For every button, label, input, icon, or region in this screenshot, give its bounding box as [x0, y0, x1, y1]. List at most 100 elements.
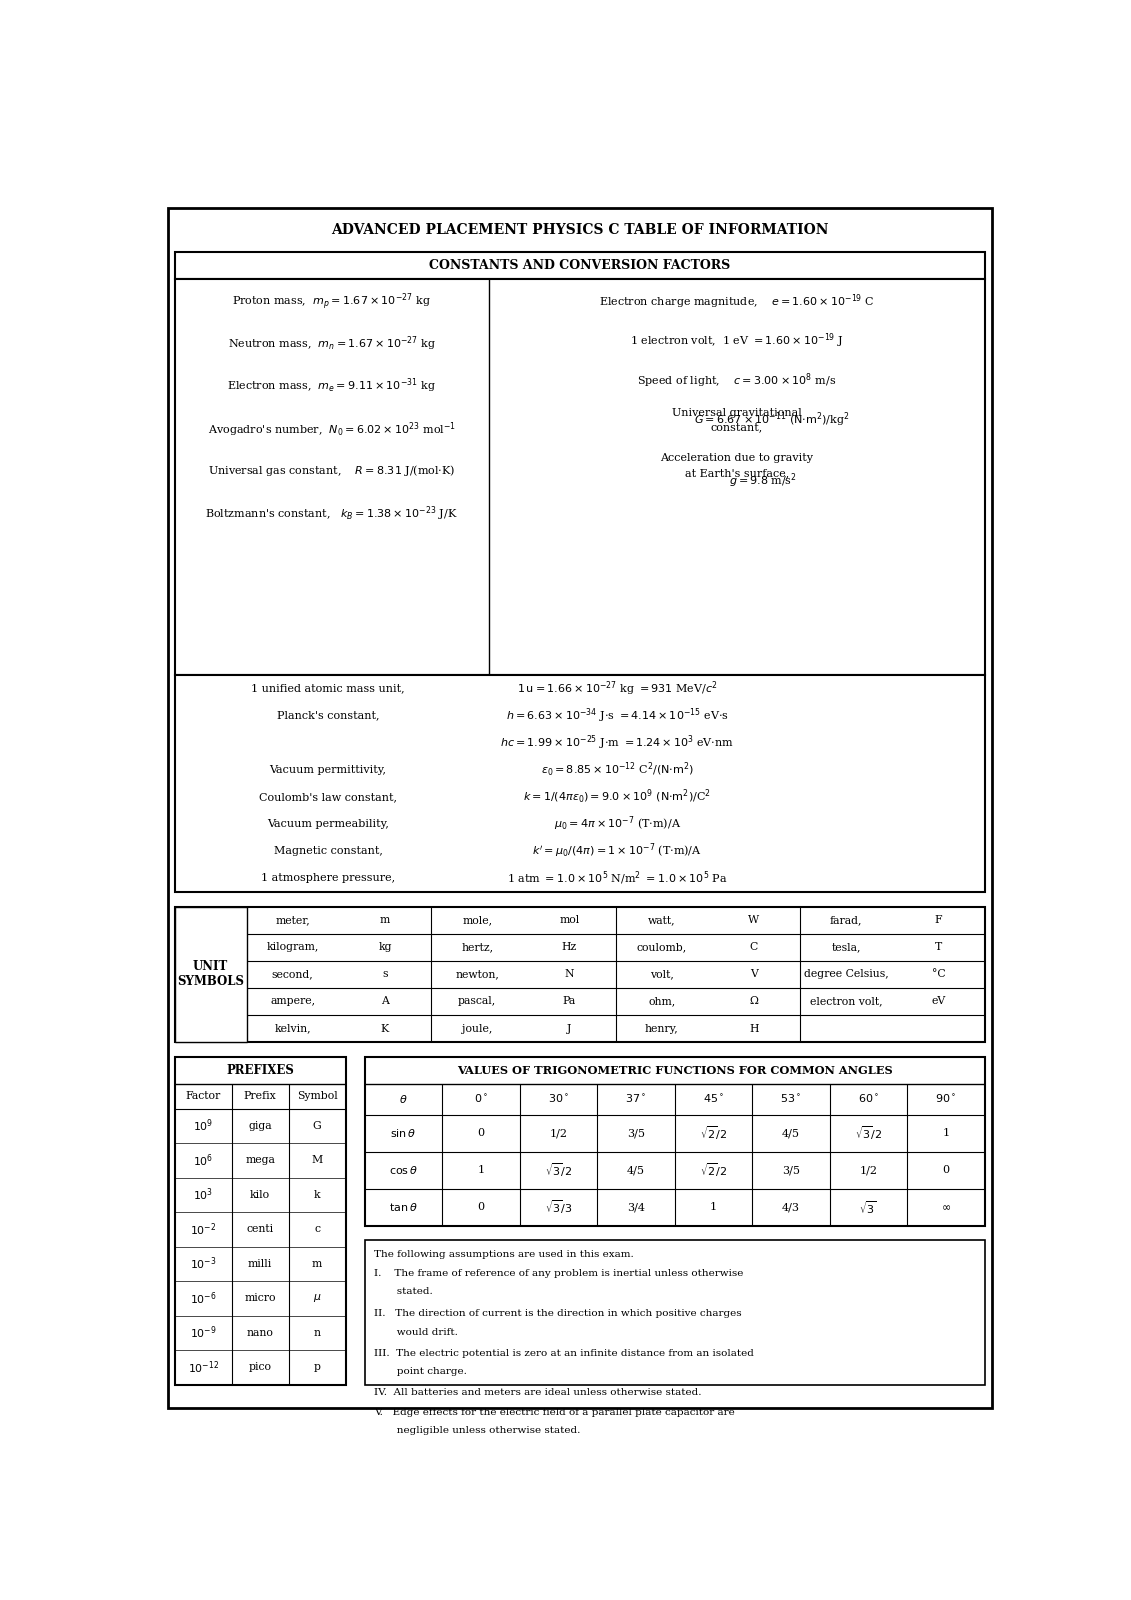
Text: Pa: Pa [563, 997, 576, 1006]
Bar [174, 907, 985, 1042]
Text: degree Celsius,: degree Celsius, [804, 970, 889, 979]
Bar [365, 1240, 985, 1384]
Text: newton,: newton, [456, 970, 499, 979]
Text: joule,: joule, [461, 1024, 492, 1034]
Text: micro: micro [244, 1293, 276, 1304]
Text: $53^\circ$: $53^\circ$ [780, 1093, 802, 1106]
Text: F: F [934, 915, 942, 925]
Bar [174, 280, 985, 675]
Text: 1 atmosphere pressure,: 1 atmosphere pressure, [261, 874, 395, 883]
Text: negligible unless otherwise stated.: negligible unless otherwise stated. [373, 1427, 580, 1435]
Text: $\sqrt{3}/3$: $\sqrt{3}/3$ [545, 1198, 572, 1216]
Text: $10^{9}$: $10^{9}$ [193, 1117, 214, 1134]
Text: kelvin,: kelvin, [275, 1024, 311, 1034]
Text: $\sqrt{3}/2$: $\sqrt{3}/2$ [545, 1162, 572, 1179]
Text: electron volt,: electron volt, [810, 997, 882, 1006]
Text: $h = 6.63 \times 10^{-34}$ J$\cdot$s $= 4.14 \times 10^{-15}$ eV$\cdot$s: $h = 6.63 \times 10^{-34}$ J$\cdot$s $= … [506, 706, 728, 725]
Text: Coulomb's law constant,: Coulomb's law constant, [259, 792, 397, 802]
Text: Symbol: Symbol [296, 1091, 337, 1101]
Text: 0: 0 [477, 1128, 485, 1138]
Text: 1: 1 [942, 1128, 949, 1138]
Text: Planck's constant,: Planck's constant, [277, 710, 379, 720]
Text: m: m [380, 915, 390, 925]
Text: II.   The direction of current is the direction in which positive charges: II. The direction of current is the dire… [373, 1309, 741, 1318]
Text: at Earth's surface,: at Earth's surface, [684, 467, 789, 478]
Text: ohm,: ohm, [648, 997, 675, 1006]
Text: H: H [749, 1024, 759, 1034]
Text: Avogadro's number,  $N_0 = 6.02 \times 10^{23}$ mol$^{-1}$: Avogadro's number, $N_0 = 6.02 \times 10… [208, 421, 456, 438]
Text: Vacuum permeability,: Vacuum permeability, [267, 819, 389, 829]
Text: I.    The frame of reference of any problem is inertial unless otherwise: I. The frame of reference of any problem… [373, 1269, 743, 1278]
Text: m: m [312, 1259, 322, 1269]
Text: Proton mass,  $m_p = 1.67 \times 10^{-27}$ kg: Proton mass, $m_p = 1.67 \times 10^{-27}… [233, 291, 431, 312]
Text: ampere,: ampere, [270, 997, 316, 1006]
Text: hertz,: hertz, [461, 942, 493, 952]
Text: second,: second, [271, 970, 313, 979]
Text: Electron mass,  $m_e = 9.11 \times 10^{-31}$ kg: Electron mass, $m_e = 9.11 \times 10^{-3… [227, 376, 437, 395]
Text: 1/2: 1/2 [860, 1165, 878, 1176]
Text: $\cos\theta$: $\cos\theta$ [389, 1165, 418, 1176]
Text: 1 electron volt,  1 eV $= 1.60 \times 10^{-19}$ J: 1 electron volt, 1 eV $= 1.60 \times 10^… [630, 331, 844, 350]
Text: $\sqrt{2}/2$: $\sqrt{2}/2$ [700, 1125, 727, 1142]
Text: meter,: meter, [275, 915, 310, 925]
Text: 1 atm $= 1.0 \times 10^{5}$ N/m$^2$ $= 1.0 \times 10^{5}$ Pa: 1 atm $= 1.0 \times 10^{5}$ N/m$^2$ $= 1… [507, 869, 727, 886]
Text: nano: nano [247, 1328, 274, 1338]
Text: 0: 0 [477, 1202, 485, 1213]
Text: $\varepsilon_0 = 8.85 \times 10^{-12}$ C$^2$/$(\mathrm{N{\cdot}m}^2)$: $\varepsilon_0 = 8.85 \times 10^{-12}$ C… [541, 760, 694, 779]
Text: Hz: Hz [562, 942, 577, 952]
Text: 1: 1 [710, 1202, 717, 1213]
Text: $37^\circ$: $37^\circ$ [625, 1093, 647, 1106]
Text: $g = 9.8$ m/s$^2$: $g = 9.8$ m/s$^2$ [729, 470, 797, 490]
Text: Boltzmann's constant,   $k_B = 1.38 \times 10^{-23}$ J/K: Boltzmann's constant, $k_B = 1.38 \times… [206, 504, 458, 523]
Text: $\infty$: $\infty$ [941, 1202, 951, 1213]
Text: Electron charge magnitude,    $e = 1.60 \times 10^{-19}$ C: Electron charge magnitude, $e = 1.60 \ti… [599, 293, 874, 310]
Text: $90^\circ$: $90^\circ$ [935, 1093, 957, 1106]
Text: $G = 6.67 \times 10^{-11}$ $\left(\mathrm{N{\cdot}m}^2\right)$/kg$^2$: $G = 6.67 \times 10^{-11}$ $\left(\mathr… [694, 411, 849, 429]
Text: $\theta$: $\theta$ [399, 1093, 408, 1106]
Text: mole,: mole, [463, 915, 492, 925]
Bar [365, 1058, 985, 1226]
Text: $10^{-9}$: $10^{-9}$ [190, 1325, 216, 1341]
Text: eV: eV [931, 997, 946, 1006]
Text: volt,: volt, [650, 970, 674, 979]
Text: 3/5: 3/5 [782, 1165, 800, 1176]
Text: CONSTANTS AND CONVERSION FACTORS: CONSTANTS AND CONVERSION FACTORS [429, 259, 731, 272]
Bar [174, 907, 247, 1042]
Text: k: k [313, 1190, 320, 1200]
Text: $60^\circ$: $60^\circ$ [857, 1093, 879, 1106]
Bar [174, 253, 985, 280]
Text: kilo: kilo [250, 1190, 270, 1200]
Text: $\sin\theta$: $\sin\theta$ [390, 1128, 417, 1139]
Text: $\sqrt{3}/2$: $\sqrt{3}/2$ [855, 1125, 882, 1142]
Text: The following assumptions are used in this exam.: The following assumptions are used in th… [373, 1250, 633, 1259]
Text: $0^\circ$: $0^\circ$ [474, 1093, 489, 1106]
Text: p: p [313, 1362, 320, 1373]
Text: 4/3: 4/3 [782, 1202, 800, 1213]
Text: Acceleration due to gravity: Acceleration due to gravity [661, 453, 813, 462]
Text: Vacuum permittivity,: Vacuum permittivity, [269, 765, 387, 774]
Text: $10^{-3}$: $10^{-3}$ [190, 1256, 216, 1272]
Text: 4/5: 4/5 [782, 1128, 800, 1138]
Text: $hc = 1.99 \times 10^{-25}$ J$\cdot$m $= 1.24 \times 10^{3}$ eV$\cdot$nm: $hc = 1.99 \times 10^{-25}$ J$\cdot$m $=… [500, 733, 734, 752]
Text: 0: 0 [942, 1165, 949, 1176]
Text: 1 unified atomic mass unit,: 1 unified atomic mass unit, [251, 683, 405, 693]
Text: V: V [750, 970, 758, 979]
Text: c: c [314, 1224, 320, 1234]
Text: constant,: constant, [710, 422, 763, 432]
Text: $\sqrt{3}$: $\sqrt{3}$ [860, 1198, 878, 1216]
Text: $k = 1/(4\pi\varepsilon_0) = 9.0 \times 10^{9}$ $\left(\mathrm{N{\cdot}m}^2\righ: $k = 1/(4\pi\varepsilon_0) = 9.0 \times … [524, 787, 711, 806]
Text: Neutron mass,  $m_n = 1.67 \times 10^{-27}$ kg: Neutron mass, $m_n = 1.67 \times 10^{-27… [227, 334, 435, 354]
Text: Universal gas constant,    $R = 8.31$ J/(mol$\cdot$K): Universal gas constant, $R = 8.31$ J/(mo… [208, 462, 456, 478]
Text: 3/5: 3/5 [627, 1128, 645, 1138]
Text: W: W [749, 915, 760, 925]
Text: $\mu$: $\mu$ [313, 1293, 321, 1304]
Text: kilogram,: kilogram, [267, 942, 319, 952]
Text: N: N [564, 970, 575, 979]
Text: °C: °C [932, 970, 946, 979]
Text: 1/2: 1/2 [550, 1128, 568, 1138]
Text: mega: mega [245, 1155, 275, 1165]
Text: s: s [382, 970, 388, 979]
Text: $\sqrt{2}/2$: $\sqrt{2}/2$ [700, 1162, 727, 1179]
Text: Speed of light,    $c = 3.00 \times 10^{8}$ m/s: Speed of light, $c = 3.00 \times 10^{8}$… [637, 371, 836, 390]
Text: coulomb,: coulomb, [637, 942, 687, 952]
